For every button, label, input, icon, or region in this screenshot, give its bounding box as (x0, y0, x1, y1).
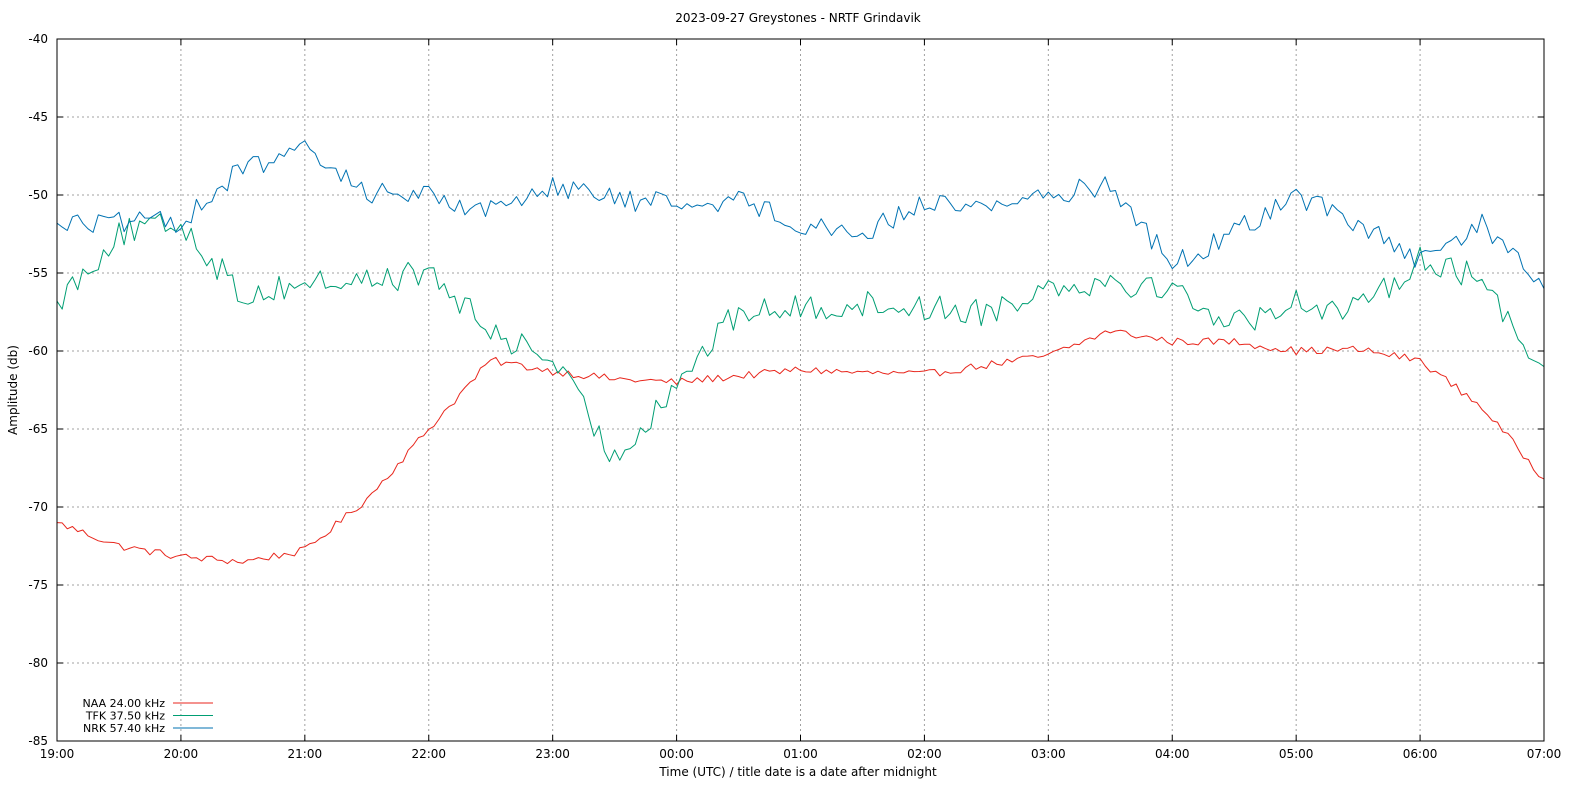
x-tick-label: 06:00 (1403, 747, 1438, 761)
y-tick-label: -45 (28, 110, 48, 124)
x-tick-label: 20:00 (164, 747, 199, 761)
series-line-tfk (56, 213, 1545, 463)
series-line-naa (56, 329, 1545, 565)
y-axis-label: Amplitude (db) (6, 345, 20, 435)
y-tick-label: -85 (28, 734, 48, 748)
y-tick-label: -60 (28, 344, 48, 358)
x-tick-label: 03:00 (1031, 747, 1066, 761)
legend-label: NAA 24.00 kHz (83, 697, 166, 710)
y-tick-label: -75 (28, 578, 48, 592)
x-tick-label: 04:00 (1155, 747, 1190, 761)
x-tick-label: 07:00 (1527, 747, 1562, 761)
legend-label: TFK 37.50 kHz (85, 710, 165, 723)
y-tick-label: -40 (28, 32, 48, 46)
legend-label: NRK 57.40 kHz (83, 722, 165, 735)
x-tick-labels: 19:00 20:00 21:00 22:00 23:00 00:00 01:00 02:00… (40, 747, 1562, 761)
x-axis-label: Time (UTC) / title date is a date after … (658, 765, 937, 779)
y-tick-label: -70 (28, 500, 48, 514)
x-tick-label: 22:00 (411, 747, 446, 761)
tick-layer (56, 38, 1545, 742)
x-tick-label: 00:00 (659, 747, 694, 761)
x-tick-label: 01:00 (783, 747, 818, 761)
y-tick-label: -50 (28, 188, 48, 202)
y-tick-label: -55 (28, 266, 48, 280)
y-tick-label: -65 (28, 422, 48, 436)
x-tick-label: 05:00 (1279, 747, 1314, 761)
series-line-nrk (56, 140, 1545, 289)
y-tick-labels: -40 -45 -50 -55 -60 -65 -70 -75 -80 -85 (28, 32, 48, 748)
x-tick-label: 23:00 (535, 747, 570, 761)
grid-layer (57, 39, 1544, 741)
x-tick-label: 21:00 (288, 747, 323, 761)
y-tick-label: -80 (28, 656, 48, 670)
x-tick-label: 02:00 (907, 747, 942, 761)
chart-title: 2023-09-27 Greystones - NRTF Grindavik (675, 11, 921, 25)
series-layer (56, 140, 1545, 565)
x-tick-label: 19:00 (40, 747, 75, 761)
